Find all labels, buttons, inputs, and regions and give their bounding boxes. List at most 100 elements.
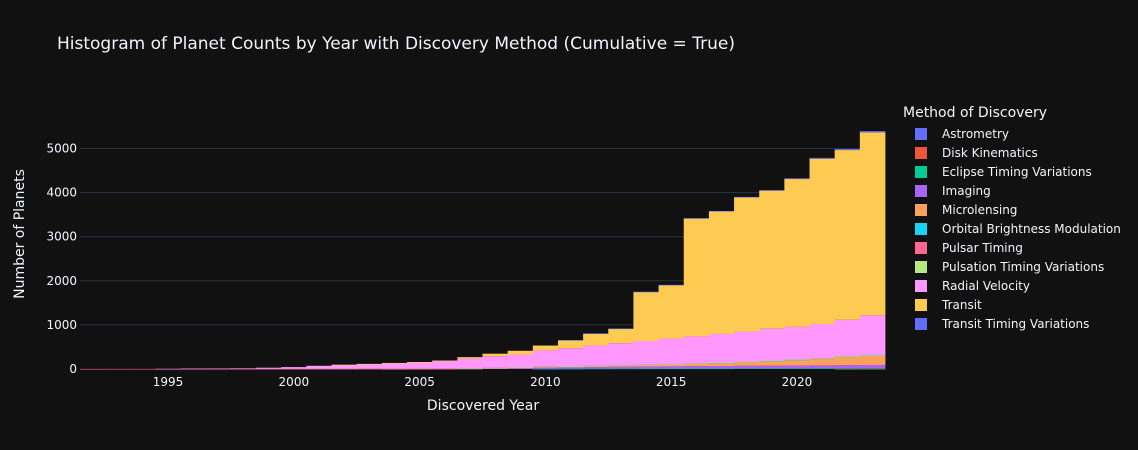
bar-segment-microlensing [784, 360, 810, 366]
y-tick-label: 2000 [46, 274, 77, 288]
stacked-areas [80, 131, 886, 370]
bar-segment-transit [331, 364, 358, 366]
bar-segment-pulsation-timing-variations [708, 362, 735, 364]
legend: Astrometry Disk Kinematics Eclipse Timing … [915, 124, 1121, 333]
bar-segment-microlensing [708, 362, 735, 367]
bar-segment-pulsation-timing-variations [658, 364, 685, 365]
legend-item[interactable]: Radial Velocity [915, 276, 1121, 295]
bar-segment-pulsar-timing [356, 368, 383, 370]
bar-segment-imaging [834, 365, 861, 369]
bar-segment-radial-velocity [809, 323, 836, 359]
bar-segment-transit [557, 340, 584, 349]
bar-segment-pulsar-timing [205, 368, 232, 370]
bar-segment-radial-velocity [432, 360, 458, 369]
legend-item[interactable]: Pulsation Timing Variations [915, 257, 1121, 276]
bar-segment-radial-velocity [859, 315, 886, 355]
bar-segment-transit-timing-variations [683, 218, 710, 219]
legend-swatch [915, 184, 927, 197]
bar-segment-transit [532, 345, 559, 351]
bar-segment-pulsar-timing [230, 368, 257, 370]
bar-segment-eclipse-timing-variations [583, 368, 609, 370]
bar-segment-radial-velocity [608, 343, 634, 366]
bar-segment-pulsation-timing-variations [482, 367, 509, 369]
y-tick-label: 3000 [46, 230, 77, 244]
bar-segment-imaging [708, 366, 735, 369]
bar-segment-radial-velocity [381, 363, 408, 369]
bar-segment-transit [432, 360, 458, 362]
bar-segment-microlensing [809, 358, 836, 366]
legend-label: Transit Timing Variations [942, 316, 1090, 331]
legend-swatch [915, 241, 927, 254]
bar-segment-imaging [658, 366, 685, 369]
bar-segment-pulsation-timing-variations [457, 368, 483, 369]
bar-segment-radial-velocity [205, 368, 232, 370]
y-tick-label: 1000 [46, 318, 77, 332]
bar-segment-transit [784, 179, 810, 327]
legend-item[interactable]: Orbital Brightness Modulation [915, 219, 1121, 238]
bar-segment-transit [809, 158, 836, 324]
y-tick-label: 5000 [46, 142, 77, 156]
bar-segment-transit [683, 218, 710, 337]
bar-segment-microlensing [608, 365, 634, 367]
legend-item[interactable]: Imaging [915, 181, 1121, 200]
legend-label: Orbital Brightness Modulation [942, 221, 1121, 236]
legend-item[interactable]: Disk Kinematics [915, 143, 1121, 162]
bar-segment-radial-velocity [306, 365, 332, 369]
bar-segment-microlensing [683, 363, 710, 367]
legend-label: Radial Velocity [942, 278, 1030, 293]
legend-item[interactable]: Pulsar Timing [915, 238, 1121, 257]
bar-segment-imaging [859, 365, 886, 369]
bar-segment-transit [407, 361, 433, 363]
legend-item[interactable]: Transit [915, 295, 1121, 314]
bar-segment-transit [633, 291, 659, 341]
bar-segment-radial-velocity [155, 368, 182, 370]
bar-segment-transit-timing-variations [859, 131, 886, 133]
x-tick-label: 2020 [782, 375, 813, 389]
bar-segment-transit [457, 357, 483, 359]
bar-segment-transit-timing-variations [557, 340, 584, 341]
bar-segment-eclipse-timing-variations [859, 368, 886, 369]
bar-segment-transit-timing-variations [834, 149, 861, 151]
y-tick-label: 4000 [46, 186, 77, 200]
bar-segment-transit-timing-variations [784, 178, 810, 180]
x-axis-ticks: 1995 2000 2005 2010 2015 2020 [153, 375, 812, 389]
legend-swatch [915, 203, 927, 216]
bar-segment-pulsar-timing [180, 368, 207, 370]
bar-segment-eclipse-timing-variations [532, 368, 559, 370]
bar-segment-eclipse-timing-variations [683, 368, 710, 370]
bar-segment-radial-velocity [734, 331, 760, 362]
legend-item[interactable]: Astrometry [915, 124, 1121, 143]
bar-segment-pulsar-timing [381, 368, 408, 370]
bar-segment-radial-velocity [532, 350, 559, 367]
legend-swatch [915, 279, 927, 292]
legend-item[interactable]: Eclipse Timing Variations [915, 162, 1121, 181]
legend-swatch [915, 165, 927, 178]
bar-segment-eclipse-timing-variations [658, 368, 685, 370]
bar-segment-eclipse-timing-variations [608, 368, 634, 370]
legend-label: Astrometry [942, 126, 1009, 141]
x-tick-label: 2000 [279, 375, 310, 389]
bar-segment-transit-timing-variations [708, 210, 735, 212]
legend-swatch [915, 260, 927, 273]
bar-segment-radial-velocity [457, 358, 483, 369]
chart-title: Histogram of Planet Counts by Year with … [57, 34, 735, 54]
bar-segment-imaging [734, 365, 760, 369]
bar-segment-radial-velocity [256, 367, 282, 369]
bar-segment-pulsation-timing-variations [633, 364, 659, 366]
bar-segment-transit [734, 197, 760, 332]
bar-segment-orbital-brightness-modulation [859, 355, 886, 356]
bar-segment-pulsation-timing-variations [557, 366, 584, 368]
bar-segment-transit [859, 132, 886, 316]
legend-item[interactable]: Microlensing [915, 200, 1121, 219]
bar-segment-eclipse-timing-variations [759, 368, 785, 369]
bar-segment-transit-timing-variations [608, 328, 634, 330]
bar-segment-pulsar-timing [130, 368, 156, 370]
bar-segment-microlensing [633, 365, 659, 367]
bar-segment-pulsation-timing-variations [859, 354, 886, 356]
bar-segment-eclipse-timing-variations [708, 368, 735, 370]
legend-item[interactable]: Transit Timing Variations [915, 314, 1121, 333]
bar-segment-pulsar-timing [105, 368, 131, 370]
legend-swatch [915, 222, 927, 235]
bar-segment-radial-velocity [683, 336, 710, 364]
